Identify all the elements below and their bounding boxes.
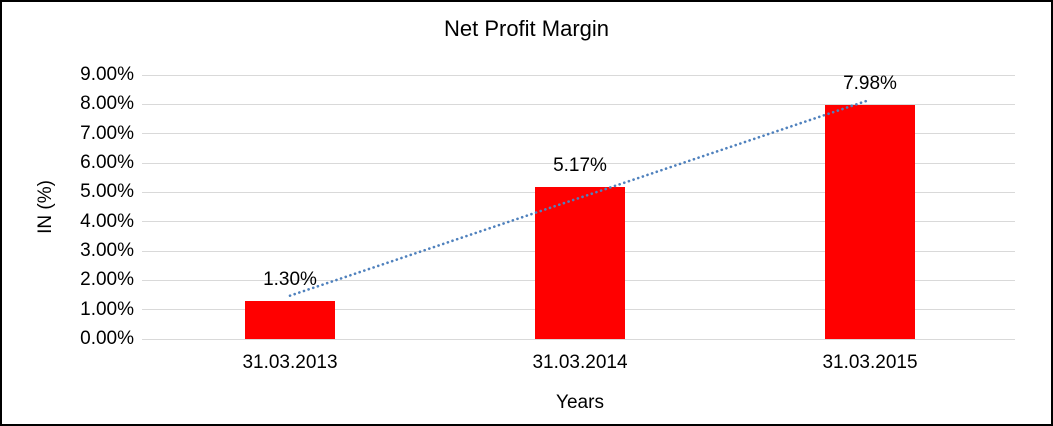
x-axis-title: Years xyxy=(556,392,604,413)
y-tick-label: 4.00% xyxy=(80,210,134,232)
x-tick-label: 31.03.2014 xyxy=(532,352,628,373)
y-tick-label: 3.00% xyxy=(80,240,134,261)
y-tick-label: 8.00% xyxy=(80,93,134,115)
bar-31.03.2014[interactable] xyxy=(535,187,625,339)
y-tick-label: 9.00% xyxy=(80,64,134,85)
gridline xyxy=(142,338,1015,340)
data-label: 1.30% xyxy=(263,268,317,290)
chart-title: Net Profit Margin xyxy=(443,16,610,41)
y-tick-label: 5.00% xyxy=(80,181,134,203)
x-tick-label: 31.03.2015 xyxy=(822,352,918,373)
bar-31.03.2013[interactable] xyxy=(245,300,335,339)
y-tick-label: 7.00% xyxy=(80,122,134,144)
y-tick-label: 2.00% xyxy=(80,269,134,291)
bar-31.03.2015[interactable] xyxy=(825,104,915,339)
data-label: 7.98% xyxy=(843,72,897,94)
y-tick-label: 6.00% xyxy=(80,152,134,173)
y-tick-label: 1.00% xyxy=(80,298,134,320)
y-tick-label: 0.00% xyxy=(80,328,134,349)
gridline xyxy=(142,74,1015,76)
data-label: 5.17% xyxy=(553,155,607,177)
x-tick-label: 31.03.2013 xyxy=(242,352,338,373)
